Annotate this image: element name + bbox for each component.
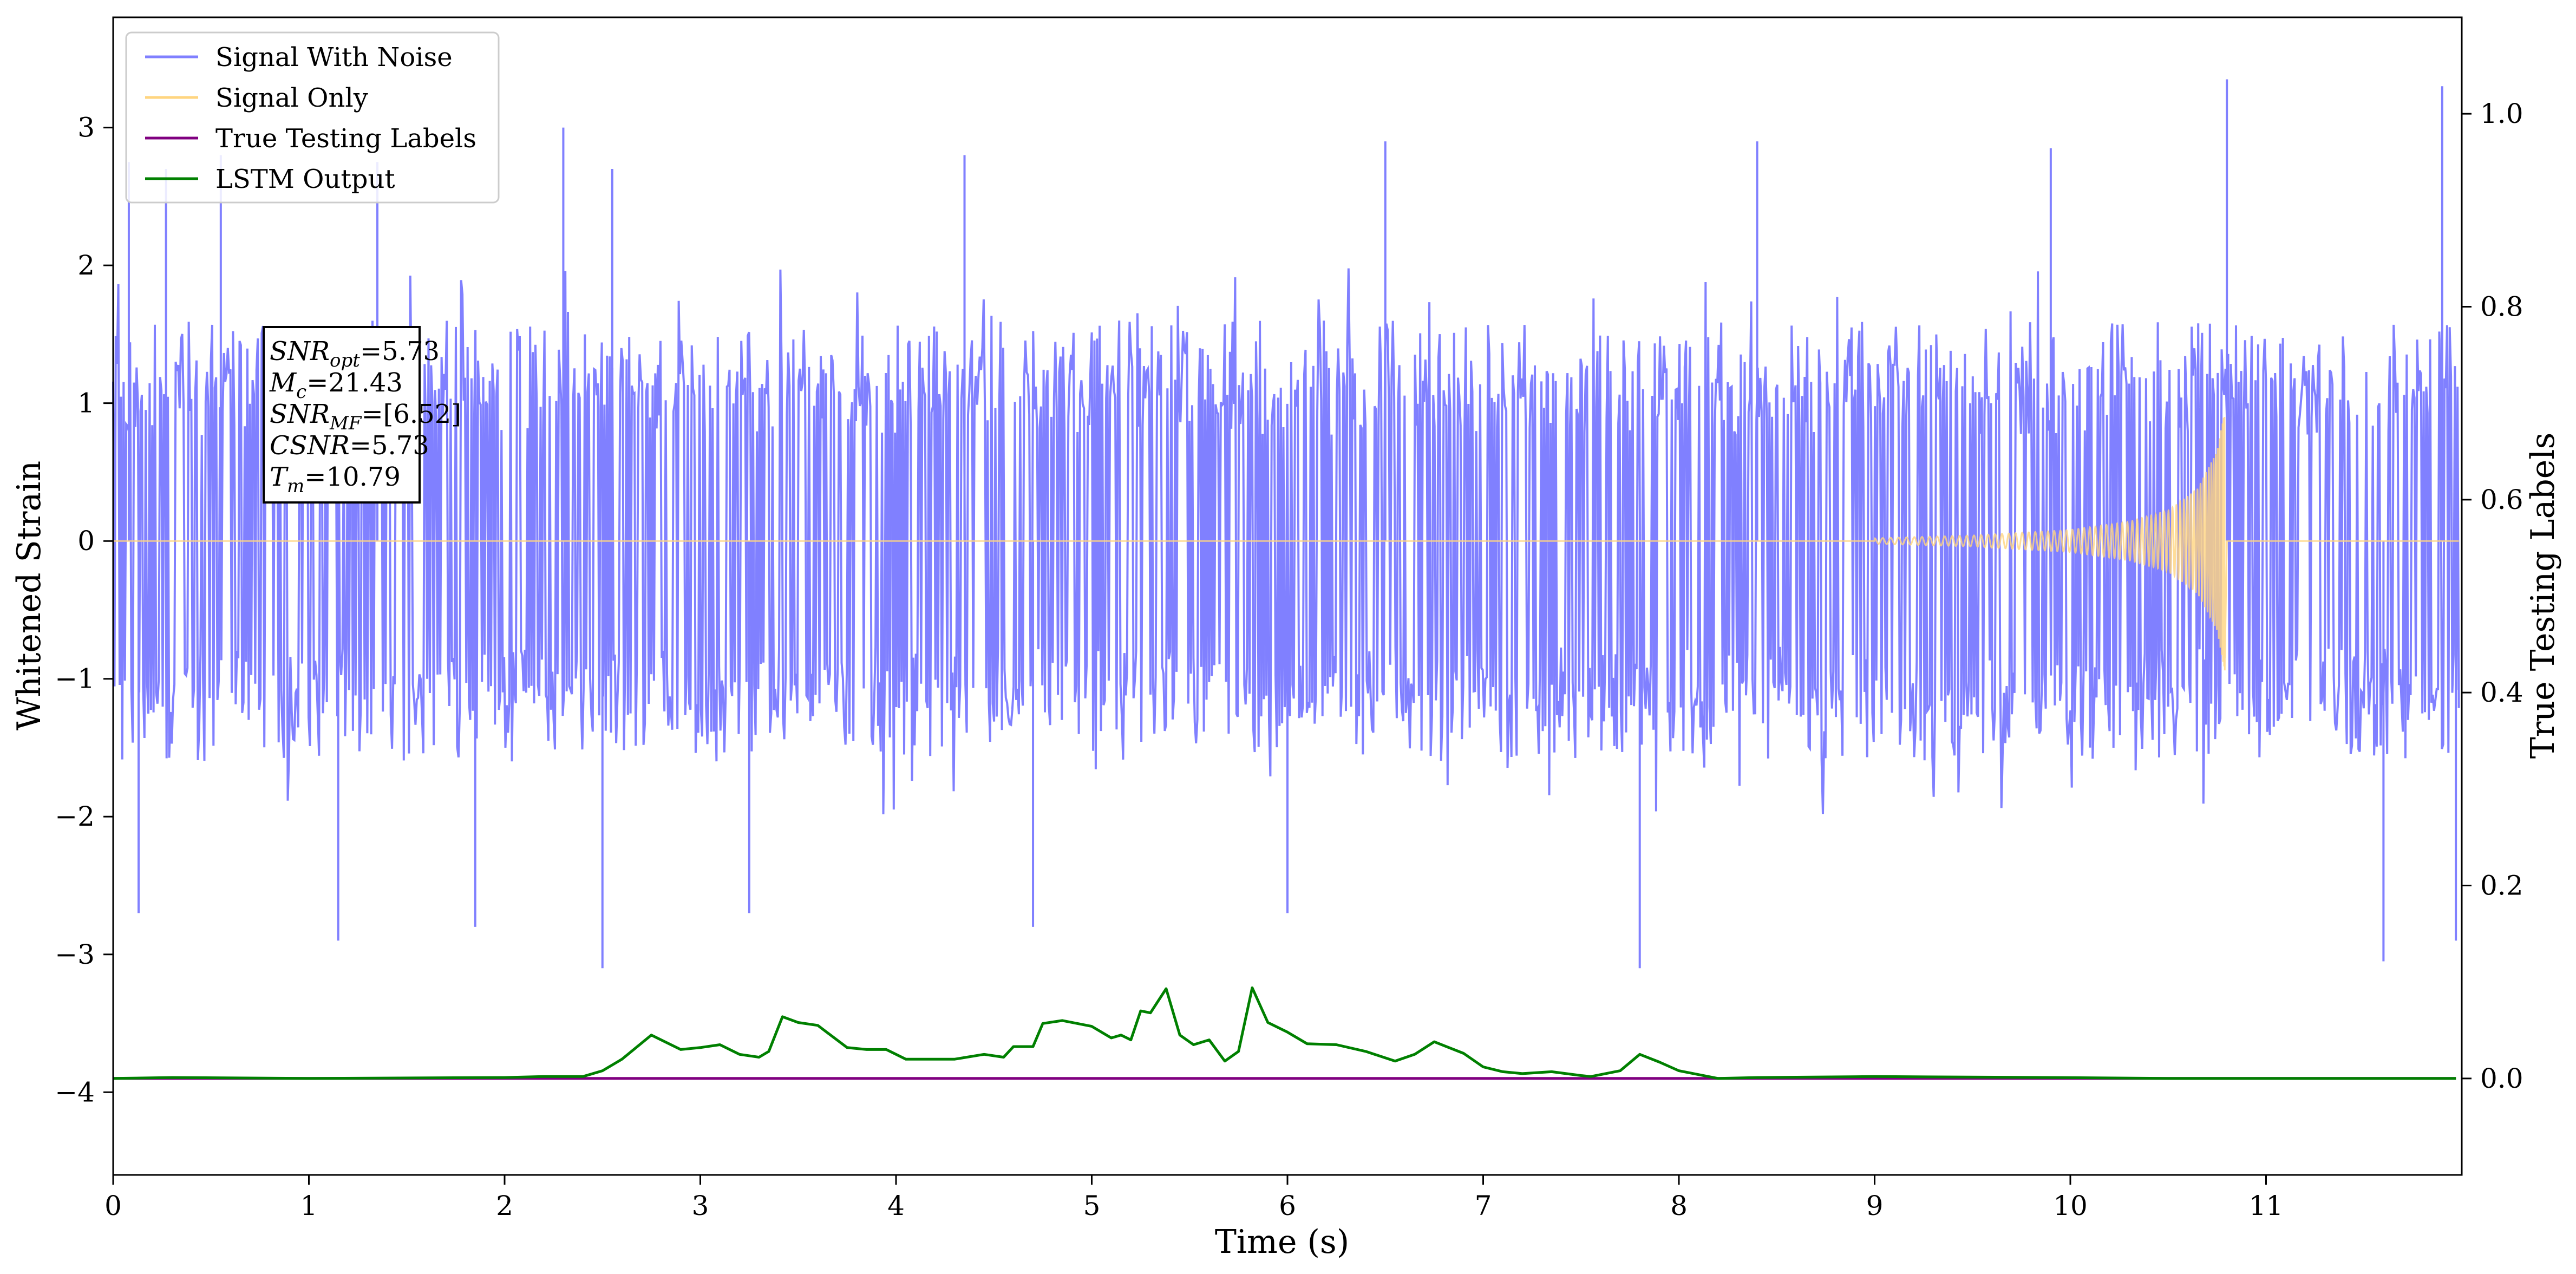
right-y-tick-label: 1.0 [2480, 98, 2523, 129]
y-tick-label: 3 [77, 112, 95, 143]
x-tick-label: 1 [300, 1190, 318, 1221]
legend-label: Signal Only [215, 83, 368, 113]
signal-only-trace [113, 416, 2459, 671]
lstm-output-line [113, 986, 2456, 1080]
right-y-tick-label: 0.2 [2480, 870, 2523, 901]
y-tick-label: −1 [55, 663, 95, 695]
legend-label: True Testing Labels [215, 123, 476, 154]
parameter-annotation: SNRopt=5.73Mc=21.43SNRMF=[6.52]CSNR=5.73… [263, 326, 461, 504]
right-y-tick-label: 0.4 [2480, 677, 2523, 708]
y-tick-label: 1 [77, 388, 95, 419]
annotation-name: SNR [270, 336, 330, 367]
y-tick-label: 2 [77, 250, 95, 281]
x-tick-label: 3 [692, 1190, 709, 1221]
x-tick-label: 9 [1866, 1190, 1884, 1221]
x-tick-label: 4 [887, 1190, 905, 1221]
annotation-line: SNRMF=[6.52] [270, 399, 461, 434]
signal-only-line [113, 416, 2459, 671]
x-tick-label: 10 [2053, 1190, 2088, 1221]
annotation-box [263, 326, 421, 504]
annotation-subscript: opt [330, 350, 360, 371]
lstm-output-trace [113, 986, 2456, 1080]
x-tick-label: 7 [1475, 1190, 1492, 1221]
right-y-axis-label: True Testing Labels [2524, 433, 2562, 759]
annotation-subscript: c [296, 381, 306, 403]
annotation-name: SNR [270, 399, 330, 429]
annotation-value: =[6.52] [361, 399, 461, 429]
annotation-line: Mc=21.43 [269, 368, 403, 403]
annotation-line: SNRopt=5.73 [270, 336, 440, 371]
x-axis-label: Time (s) [1215, 1223, 1349, 1261]
annotation-name: M [269, 368, 297, 398]
annotation-subscript: m [287, 475, 304, 497]
legend-label: LSTM Output [215, 164, 395, 194]
x-tick-label: 11 [2249, 1190, 2284, 1221]
annotation-value: =21.43 [306, 368, 403, 398]
annotation-line: Tm=10.79 [270, 462, 401, 497]
y-tick-label: −3 [55, 939, 95, 970]
right-y-tick-label: 0.6 [2480, 484, 2523, 515]
y-tick-label: −2 [55, 801, 95, 832]
x-tick-label: 6 [1279, 1190, 1296, 1221]
y-tick-label: −4 [55, 1076, 95, 1108]
x-tick-label: 8 [1670, 1190, 1688, 1221]
annotation-name: CSNR [270, 430, 350, 461]
legend-box [125, 31, 500, 204]
right-y-tick-label: 0.8 [2480, 291, 2523, 323]
right-y-tick-label: 0.0 [2480, 1063, 2523, 1094]
axes: 0 1 2 3 4 5 6 7 8 9 10 11 −4 −3 −2 −1 0 1 2 3 0.0 0.2 0.4 0.6 0.… [55, 98, 2523, 1221]
annotation-value: =5.73 [360, 336, 440, 367]
x-tick-label: 5 [1083, 1190, 1101, 1221]
annotation-line: CSNR=5.73 [270, 430, 429, 461]
y-tick-label: 0 [77, 525, 95, 557]
signal-with-noise-line [112, 79, 2460, 969]
annotation-value: =10.79 [304, 462, 401, 492]
legend: Signal With Noise Signal Only True Testing… [125, 31, 500, 204]
x-tick-label: 0 [104, 1190, 122, 1221]
annotation-value: =5.73 [350, 430, 429, 461]
signal-with-noise-trace [112, 268, 2460, 815]
annotation-name: T [270, 462, 289, 492]
annotation-subscript: MF [329, 413, 362, 434]
legend-label: Signal With Noise [215, 42, 453, 73]
x-tick-label: 2 [496, 1190, 513, 1221]
y-axis-label: Whitened Strain [10, 461, 48, 730]
